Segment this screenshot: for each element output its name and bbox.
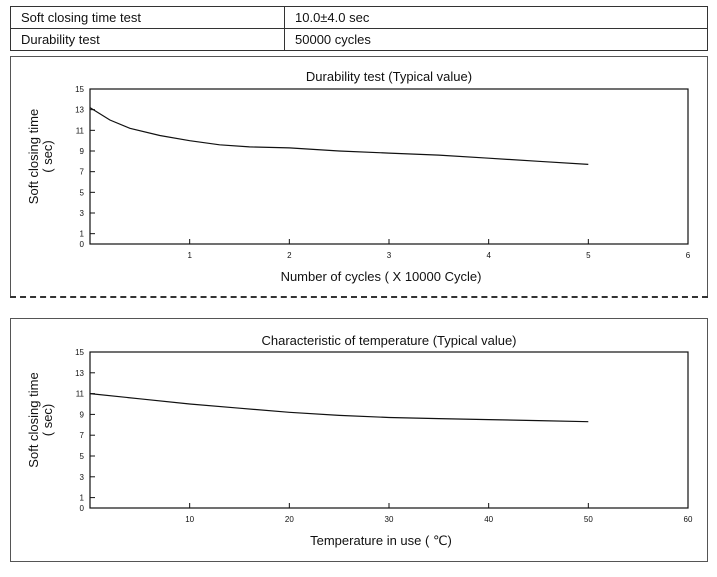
y-tick-label: 5 [80, 452, 85, 461]
x-tick-label: 40 [484, 515, 493, 524]
y-tick-label: 5 [80, 188, 85, 197]
y-tick-label: 3 [80, 473, 85, 482]
y-axis-label: Soft closing time [26, 109, 41, 204]
durability-chart-panel [10, 56, 708, 297]
y-tick-label: 0 [80, 240, 85, 249]
divider [10, 296, 708, 298]
y-tick-label: 7 [80, 431, 85, 440]
y-tick-label: 13 [75, 369, 84, 378]
y-tick-label: 15 [75, 85, 84, 94]
x-tick-label: 6 [686, 251, 691, 260]
x-tick-label: 20 [285, 515, 294, 524]
x-tick-label: 3 [387, 251, 392, 260]
temperature-chart-panel [10, 318, 708, 562]
y-tick-label: 7 [80, 168, 85, 177]
chart-title: Durability test (Typical value) [306, 69, 472, 84]
y-axis-unit: ( sec) [40, 140, 55, 173]
spec-label: Durability test [10, 28, 285, 51]
x-tick-label: 60 [684, 515, 693, 524]
y-tick-label: 1 [80, 230, 85, 239]
y-axis-unit: ( sec) [40, 404, 55, 437]
x-axis-label: Number of cycles ( X 10000 Cycle) [281, 269, 482, 284]
y-axis-label: Soft closing time [26, 372, 41, 467]
y-tick-label: 1 [80, 494, 85, 503]
y-tick-label: 13 [75, 106, 84, 115]
x-tick-label: 1 [187, 251, 192, 260]
y-tick-label: 9 [80, 410, 85, 419]
x-tick-label: 50 [584, 515, 593, 524]
y-tick-label: 15 [75, 348, 84, 357]
y-tick-label: 11 [76, 390, 85, 399]
plot-frame [89, 351, 689, 509]
series-line [89, 393, 589, 423]
y-tick-label: 0 [80, 504, 85, 513]
durability-chart: Durability test (Typical value) Number of… [26, 69, 691, 284]
spec-table: Soft closing time test 10.0±4.0 sec Dura… [10, 6, 708, 51]
y-tick-label: 9 [80, 147, 85, 156]
x-tick-label: 4 [486, 251, 491, 260]
spec-value: 50000 cycles [284, 28, 708, 51]
x-tick-label: 2 [287, 251, 292, 260]
spec-row: Durability test 50000 cycles [10, 28, 708, 51]
y-tick-label: 3 [80, 209, 85, 218]
x-axis-label: Temperature in use ( ℃) [310, 533, 452, 548]
x-tick-label: 10 [185, 515, 194, 524]
chart-title: Characteristic of temperature (Typical v… [261, 333, 516, 348]
series-line [89, 107, 589, 165]
x-tick-label: 30 [385, 515, 394, 524]
x-tick-label: 5 [586, 251, 591, 260]
y-tick-label: 11 [76, 126, 85, 135]
